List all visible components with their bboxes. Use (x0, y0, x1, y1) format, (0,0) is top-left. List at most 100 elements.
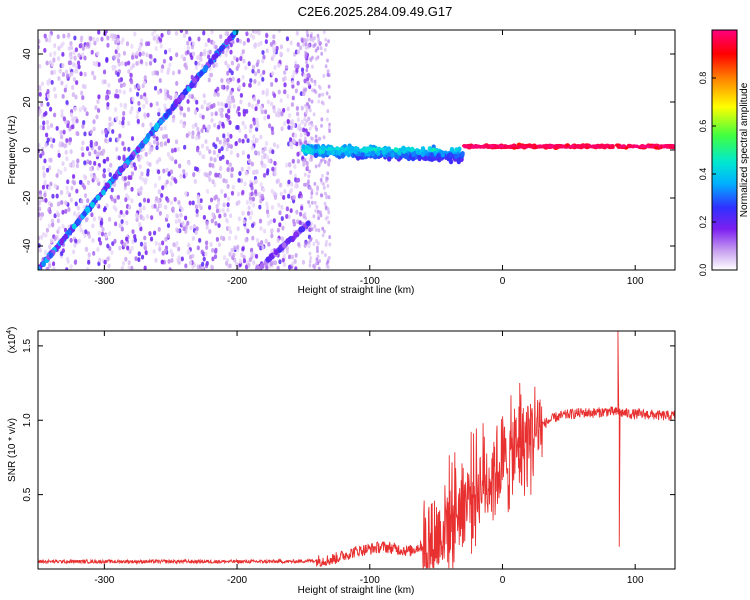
heatmap-cell (249, 78, 253, 83)
heatmap-cell (220, 146, 224, 152)
heatmap-cell (90, 212, 94, 218)
heatmap-cell (310, 123, 314, 128)
heatmap-cell (187, 249, 191, 255)
heatmap-cell (242, 58, 246, 64)
heatmap-cell (325, 117, 329, 122)
heatmap-cell (215, 237, 220, 242)
heatmap-cell (113, 33, 117, 39)
heatmap-cell (43, 33, 47, 39)
heatmap-cell (205, 245, 209, 250)
heatmap-cell (237, 216, 242, 222)
heatmap-cell (233, 245, 237, 251)
heatmap-cell (230, 247, 234, 253)
heatmap-cell (390, 152, 396, 158)
heatmap-cell (313, 200, 317, 205)
heatmap-cell (283, 82, 287, 88)
heatmap-cell (74, 94, 78, 100)
heatmap-cell (104, 95, 109, 101)
heatmap-cell (282, 195, 286, 200)
heatmap-cell (250, 104, 255, 109)
heatmap-cell (328, 242, 332, 247)
heatmap-cell (226, 132, 230, 138)
heatmap-cell (235, 57, 239, 63)
heatmap-cell (337, 150, 342, 156)
colorbar-scale (712, 30, 737, 270)
heatmap-cell (277, 30, 282, 34)
heatmap-cell (260, 193, 265, 199)
heatmap-cell (95, 194, 101, 201)
heatmap-cell (117, 78, 122, 83)
heatmap-cell (265, 265, 269, 270)
heatmap-cell (226, 202, 230, 208)
heatmap-cell (208, 149, 212, 155)
heatmap-cell (49, 202, 53, 208)
heatmap-cell (81, 105, 85, 110)
heatmap-cell (159, 43, 163, 49)
heatmap-cell (52, 86, 57, 92)
heatmap-cell (71, 124, 75, 130)
heatmap-cell (242, 111, 246, 117)
heatmap-cell (101, 227, 105, 232)
heatmap-cell (326, 171, 330, 176)
heatmap-cell (108, 122, 112, 127)
heatmap-cell (163, 125, 167, 131)
heatmap-cell (386, 146, 392, 152)
heatmap-cell (308, 108, 312, 113)
heatmap-cell (305, 60, 308, 65)
heatmap-cell (205, 188, 210, 194)
heatmap-cell (276, 237, 280, 243)
heatmap-cell (317, 93, 321, 98)
heatmap-cell (114, 39, 118, 45)
heatmap-cell (175, 241, 179, 246)
heatmap-cell (56, 168, 61, 174)
heatmap-cell (113, 238, 117, 244)
heatmap-cell (53, 213, 57, 219)
heatmap-cell (275, 45, 279, 51)
heatmap-cell (130, 198, 134, 204)
heatmap-cell (325, 239, 328, 244)
heatmap-cell (73, 211, 77, 217)
heatmap-cell (50, 62, 54, 67)
heatmap-cell (69, 149, 73, 155)
heatmap-cell (250, 185, 254, 191)
heatmap-cell (287, 236, 293, 243)
heatmap-cell (158, 118, 164, 125)
heatmap-cell (282, 77, 286, 82)
heatmap-cell (107, 231, 112, 237)
heatmap-cell (331, 149, 336, 155)
heatmap-cell (222, 255, 227, 261)
heatmap-cell (43, 179, 47, 185)
heatmap-cell (406, 146, 411, 152)
heatmap-cell (127, 69, 131, 74)
heatmap-cell (171, 206, 175, 212)
heatmap-cell (97, 30, 101, 35)
heatmap-cell (279, 44, 283, 50)
heatmap-cell (139, 142, 145, 149)
heatmap-cell (107, 89, 111, 95)
heatmap-cell (285, 36, 290, 42)
heatmap-cell (93, 149, 97, 155)
heatmap-cell (367, 146, 372, 152)
heatmap-cell (316, 241, 320, 246)
heatmap-cell (153, 58, 157, 63)
heatmap-cell (202, 124, 206, 130)
heatmap-cell (318, 42, 322, 47)
heatmap-cell (308, 169, 311, 174)
heatmap-cell (217, 201, 221, 206)
heatmap-cell (285, 214, 289, 219)
heatmap-cell (288, 162, 292, 168)
heatmap-cell (96, 166, 100, 171)
heatmap-cell (226, 167, 230, 173)
heatmap-cell (221, 207, 225, 213)
heatmap-cell (176, 146, 180, 152)
heatmap-cell (51, 193, 55, 199)
heatmap-cell (146, 198, 150, 204)
heatmap-cell (155, 70, 159, 76)
heatmap-cell (204, 240, 209, 246)
heatmap-cell (283, 89, 287, 95)
snr-y-multiplier: (x104) (6, 327, 18, 354)
heatmap-cell (64, 208, 68, 214)
heatmap-cell (105, 203, 109, 209)
heatmap-cell (223, 212, 227, 218)
heatmap-cell (193, 109, 198, 115)
